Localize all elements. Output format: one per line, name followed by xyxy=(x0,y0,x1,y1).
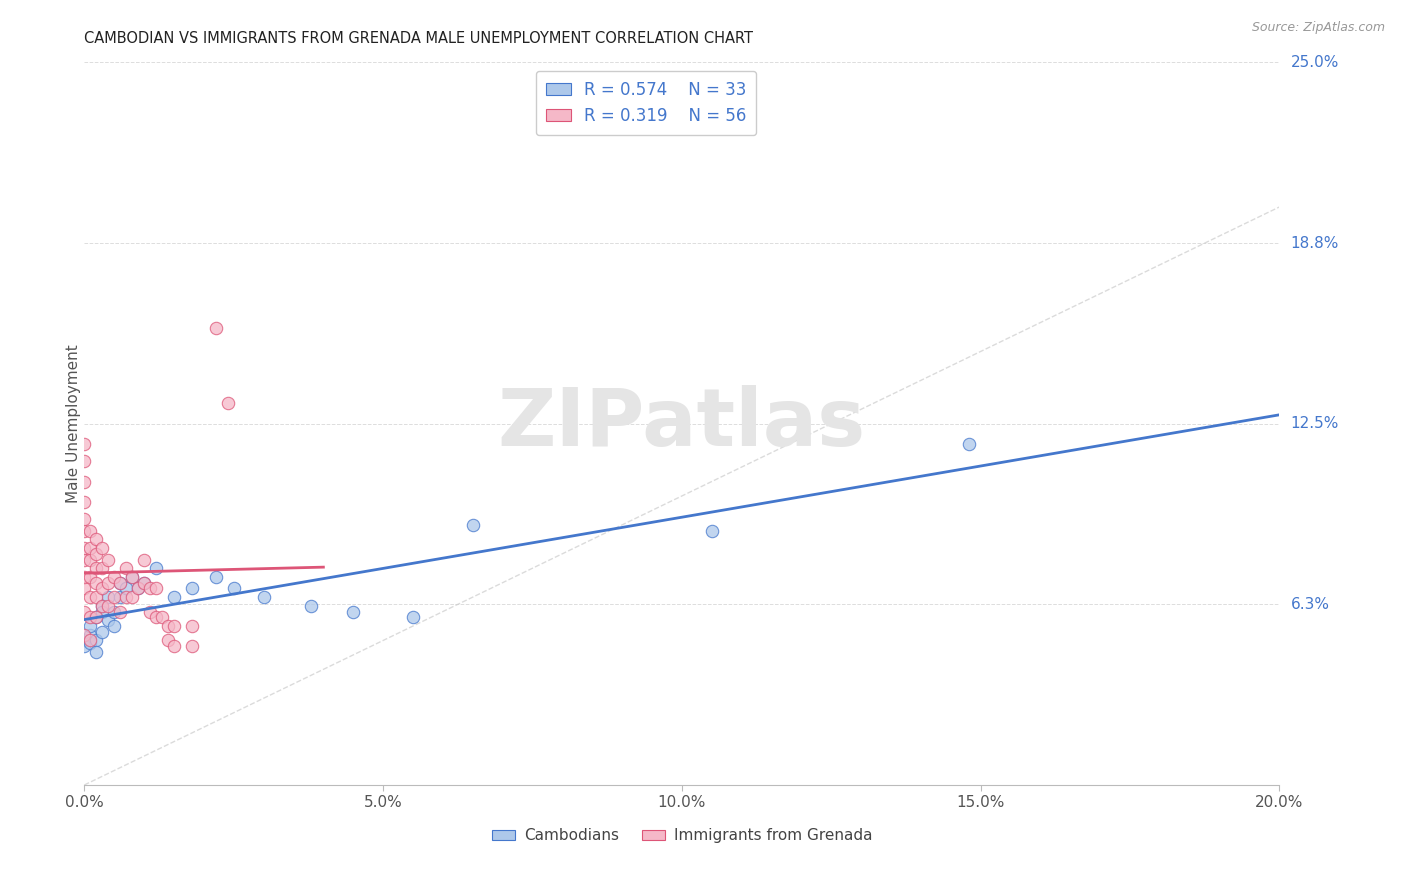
Text: 12.5%: 12.5% xyxy=(1291,417,1339,431)
Point xyxy=(157,619,180,633)
Point xyxy=(73,512,96,526)
Point xyxy=(86,645,108,659)
Point xyxy=(205,570,228,584)
Point xyxy=(121,570,143,584)
Point xyxy=(342,605,364,619)
Point xyxy=(253,590,276,604)
Point xyxy=(402,610,425,624)
Point xyxy=(127,582,149,596)
Legend: Cambodians, Immigrants from Grenada: Cambodians, Immigrants from Grenada xyxy=(485,822,879,849)
Point xyxy=(73,639,96,653)
Point xyxy=(110,590,132,604)
Point xyxy=(73,475,96,489)
Point xyxy=(73,605,96,619)
Point xyxy=(145,561,167,575)
Point xyxy=(181,619,204,633)
Point xyxy=(115,561,138,575)
Point xyxy=(205,321,228,335)
Point xyxy=(79,541,101,555)
Point xyxy=(222,582,245,596)
Point xyxy=(110,575,132,590)
Point xyxy=(157,633,180,648)
Point xyxy=(163,590,186,604)
Point xyxy=(79,619,101,633)
Point xyxy=(73,437,96,451)
Point xyxy=(86,590,108,604)
Point xyxy=(86,575,108,590)
Text: 25.0%: 25.0% xyxy=(1291,55,1339,70)
Point xyxy=(79,524,101,538)
Point xyxy=(91,605,114,619)
Point xyxy=(97,613,120,627)
Point xyxy=(115,582,138,596)
Point xyxy=(163,639,186,653)
Point xyxy=(181,639,204,653)
Text: CAMBODIAN VS IMMIGRANTS FROM GRENADA MALE UNEMPLOYMENT CORRELATION CHART: CAMBODIAN VS IMMIGRANTS FROM GRENADA MAL… xyxy=(84,31,754,46)
Point xyxy=(103,590,125,604)
Point xyxy=(132,552,156,566)
Point xyxy=(73,582,96,596)
Point xyxy=(79,628,101,642)
Point xyxy=(91,599,114,613)
Point xyxy=(110,605,132,619)
Point xyxy=(86,561,108,575)
Point xyxy=(132,575,156,590)
Point xyxy=(110,575,132,590)
Point xyxy=(73,552,96,566)
Point xyxy=(73,628,96,642)
Point xyxy=(79,610,101,624)
Point xyxy=(139,605,162,619)
Point xyxy=(86,533,108,547)
Point xyxy=(145,582,167,596)
Point xyxy=(79,570,101,584)
Point xyxy=(461,517,484,532)
Point xyxy=(103,605,125,619)
Point xyxy=(91,582,114,596)
Point xyxy=(150,610,173,624)
Point xyxy=(145,610,167,624)
Point xyxy=(86,633,108,648)
Point xyxy=(79,636,101,650)
Point xyxy=(97,590,120,604)
Point xyxy=(86,610,108,624)
Point xyxy=(121,590,143,604)
Point xyxy=(86,610,108,624)
Text: 18.8%: 18.8% xyxy=(1291,235,1339,251)
Point xyxy=(217,396,239,410)
Point xyxy=(301,599,323,613)
Point xyxy=(97,552,120,566)
Point xyxy=(73,541,96,555)
Point xyxy=(181,582,204,596)
Point xyxy=(86,547,108,561)
Point xyxy=(91,561,114,575)
Point xyxy=(115,590,138,604)
Text: 6.3%: 6.3% xyxy=(1291,597,1330,612)
Point xyxy=(957,437,980,451)
Point xyxy=(73,524,96,538)
Text: ZIPatlas: ZIPatlas xyxy=(498,384,866,463)
Point xyxy=(121,570,143,584)
Text: Source: ZipAtlas.com: Source: ZipAtlas.com xyxy=(1251,21,1385,34)
Point xyxy=(91,541,114,555)
Point xyxy=(91,624,114,639)
Point xyxy=(73,494,96,508)
Y-axis label: Male Unemployment: Male Unemployment xyxy=(66,344,80,503)
Point xyxy=(79,590,101,604)
Point xyxy=(139,582,162,596)
Point xyxy=(700,524,723,538)
Point xyxy=(103,619,125,633)
Point xyxy=(91,599,114,613)
Point xyxy=(73,454,96,468)
Point xyxy=(103,570,125,584)
Point xyxy=(73,570,96,584)
Point xyxy=(73,633,96,648)
Point xyxy=(97,599,120,613)
Point xyxy=(132,575,156,590)
Point xyxy=(97,575,120,590)
Point xyxy=(163,619,186,633)
Point xyxy=(79,552,101,566)
Point xyxy=(127,582,149,596)
Point xyxy=(79,633,101,648)
